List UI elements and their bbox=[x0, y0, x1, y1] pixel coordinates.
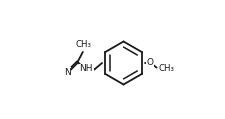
Text: NH: NH bbox=[80, 64, 93, 73]
Text: O: O bbox=[147, 58, 154, 67]
Text: CH₃: CH₃ bbox=[159, 64, 175, 73]
Text: CH₃: CH₃ bbox=[75, 40, 91, 49]
Text: N: N bbox=[64, 68, 70, 77]
